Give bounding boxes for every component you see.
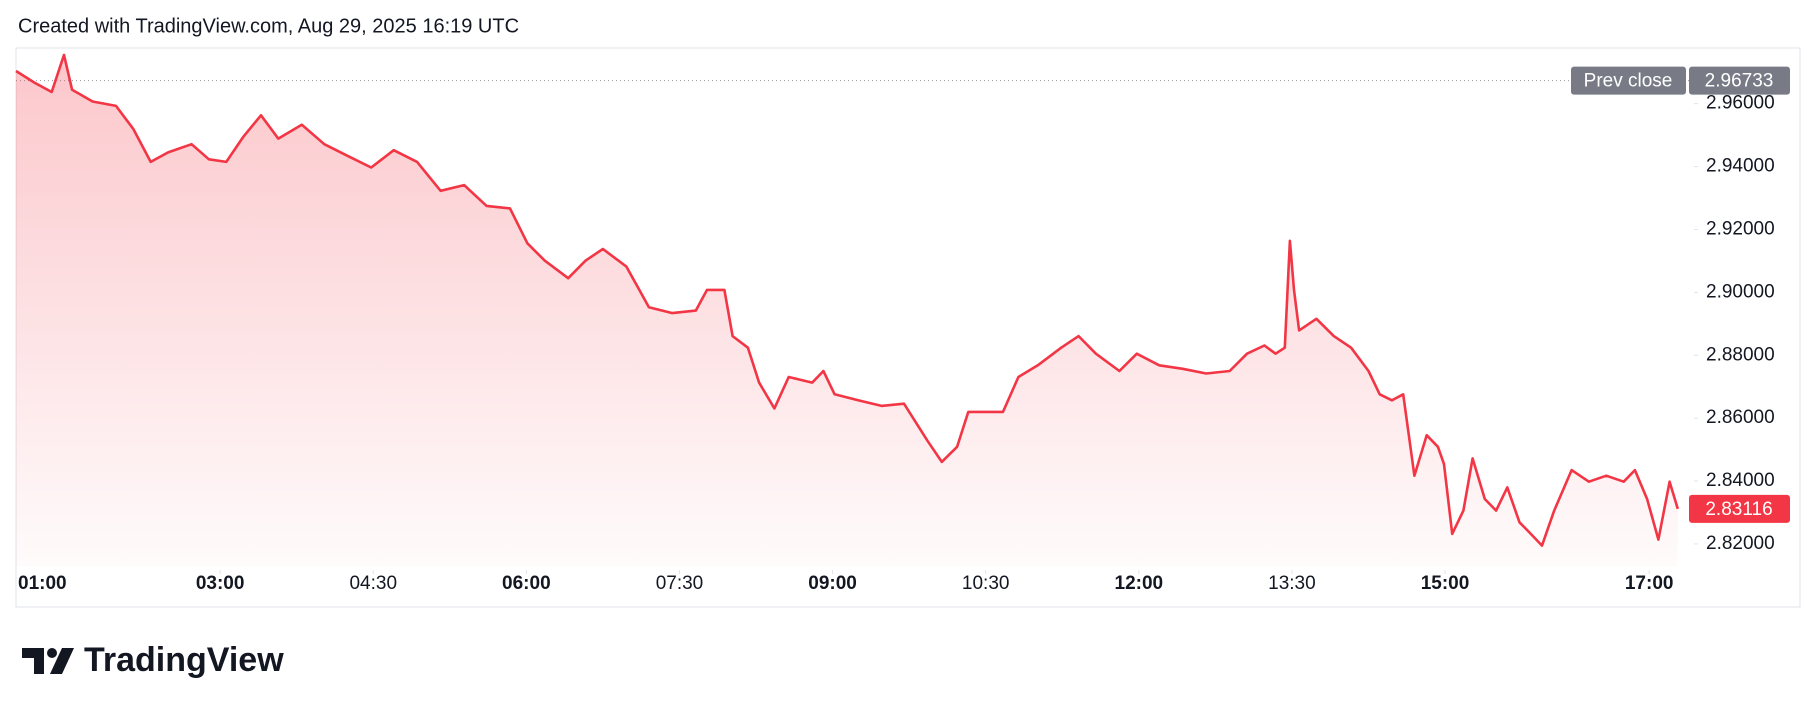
logo-mark (47, 648, 57, 658)
logo: TradingView (22, 641, 284, 679)
y-tick-label: 2.88000 (1706, 344, 1775, 365)
y-tick-label: 2.86000 (1706, 407, 1775, 428)
last-price: 2.83116 (1705, 499, 1772, 520)
x-tick-label: 04:30 (349, 573, 397, 594)
prev-close-value: 2.96733 (1705, 71, 1774, 92)
x-tick-label: 13:30 (1268, 573, 1316, 594)
y-tick-label: 2.90000 (1706, 281, 1775, 302)
x-tick-label: 06:00 (502, 573, 551, 594)
brand: TradingView (84, 641, 284, 679)
logo-mark (50, 648, 74, 674)
x-tick-label: 01:00 (18, 573, 67, 594)
y-tick-label: 2.92000 (1706, 218, 1775, 239)
y-tick-label: 2.96000 (1706, 93, 1775, 114)
x-tick-label: 12:00 (1115, 573, 1164, 594)
prev-close-label: Prev close (1584, 71, 1673, 92)
y-tick-label: 2.82000 (1706, 533, 1775, 554)
prev-close-value-tag (1689, 66, 1790, 95)
logo-mark (22, 648, 44, 674)
x-tick-label: 17:00 (1625, 573, 1674, 594)
x-tick-label: 15:00 (1421, 573, 1470, 594)
x-tick-label: 09:00 (808, 573, 857, 594)
x-tick-label: 10:30 (962, 573, 1010, 594)
prev-close-tag (1571, 66, 1686, 95)
x-tick-label: 07:30 (656, 573, 704, 594)
x-tick-label: 03:00 (196, 573, 245, 594)
price-line (15, 53, 1680, 547)
area-fill (16, 54, 1678, 567)
last-price-tag (1689, 494, 1790, 523)
y-tick-label: 2.84000 (1706, 470, 1775, 491)
header: Created with TradingView.com, Aug 29, 20… (18, 15, 519, 37)
y-tick-label: 2.94000 (1706, 156, 1775, 177)
